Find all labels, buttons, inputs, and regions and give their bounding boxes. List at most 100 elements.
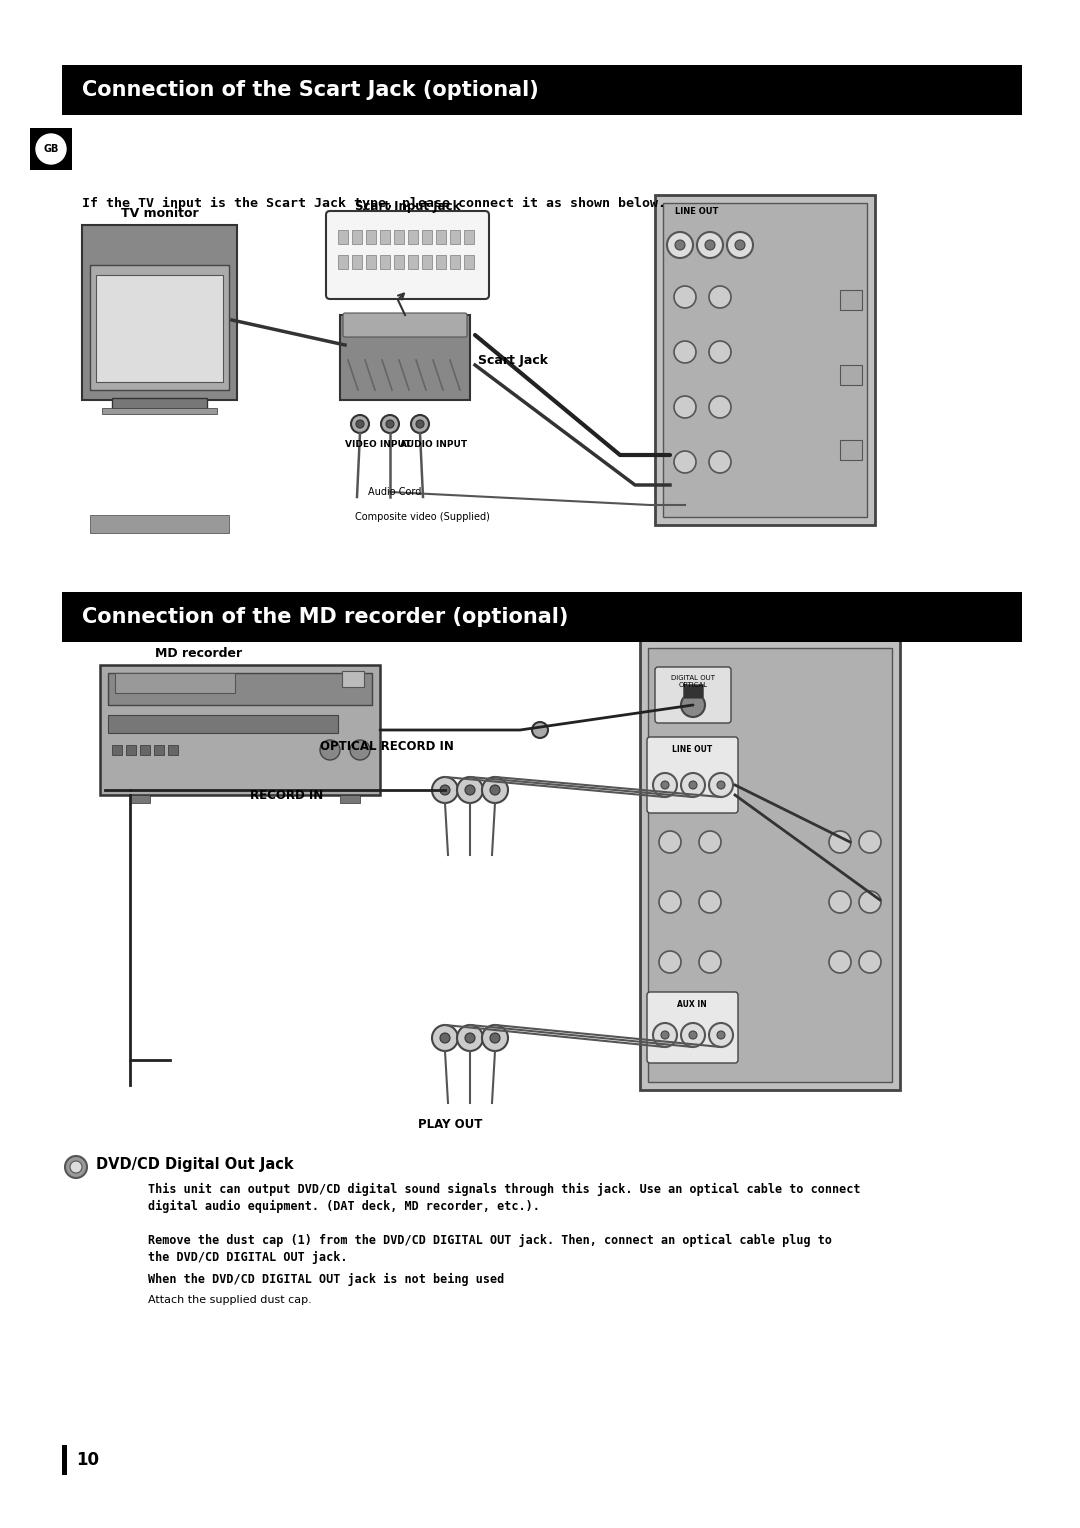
Circle shape bbox=[659, 831, 681, 853]
Circle shape bbox=[490, 1033, 500, 1044]
Bar bbox=[352, 255, 362, 269]
Text: DIGITAL OUT
OPTICAL: DIGITAL OUT OPTICAL bbox=[671, 675, 715, 688]
Circle shape bbox=[708, 451, 731, 474]
Circle shape bbox=[735, 240, 745, 251]
Text: Scart Jack: Scart Jack bbox=[478, 353, 548, 367]
Text: TV monitor: TV monitor bbox=[121, 206, 199, 220]
Bar bbox=[422, 255, 432, 269]
Circle shape bbox=[465, 1033, 475, 1044]
Circle shape bbox=[859, 950, 881, 973]
Circle shape bbox=[829, 950, 851, 973]
Circle shape bbox=[661, 1031, 669, 1039]
Bar bbox=[90, 515, 229, 533]
Text: digital audio equipment. (DAT deck, MD recorder, etc.).: digital audio equipment. (DAT deck, MD r… bbox=[148, 1199, 540, 1213]
Bar bbox=[82, 225, 237, 400]
Bar bbox=[840, 365, 862, 385]
Text: 10: 10 bbox=[76, 1452, 99, 1468]
Text: GB: GB bbox=[43, 144, 58, 154]
Circle shape bbox=[697, 232, 723, 258]
Text: DVD/CD Digital Out Jack: DVD/CD Digital Out Jack bbox=[96, 1157, 294, 1172]
Text: the DVD/CD DIGITAL OUT jack.: the DVD/CD DIGITAL OUT jack. bbox=[148, 1251, 348, 1264]
Bar bbox=[640, 640, 900, 1089]
Circle shape bbox=[653, 773, 677, 798]
FancyBboxPatch shape bbox=[343, 313, 467, 338]
Circle shape bbox=[708, 773, 733, 798]
Bar bbox=[338, 255, 348, 269]
Bar bbox=[366, 255, 376, 269]
Text: Audio Cord: Audio Cord bbox=[368, 487, 421, 497]
Bar bbox=[108, 672, 372, 704]
Text: When the DVD/CD DIGITAL OUT jack is not being used: When the DVD/CD DIGITAL OUT jack is not … bbox=[148, 1273, 504, 1287]
Circle shape bbox=[708, 341, 731, 364]
Text: Remove the dust cap (1) from the DVD/CD DIGITAL OUT jack. Then, connect an optic: Remove the dust cap (1) from the DVD/CD … bbox=[148, 1235, 832, 1247]
Bar bbox=[100, 665, 380, 795]
Circle shape bbox=[356, 420, 364, 428]
Bar bbox=[654, 196, 875, 526]
Bar bbox=[130, 795, 150, 804]
Text: LINE OUT: LINE OUT bbox=[675, 206, 718, 215]
Circle shape bbox=[681, 773, 705, 798]
Circle shape bbox=[675, 240, 685, 251]
Bar bbox=[663, 203, 867, 516]
Bar bbox=[464, 255, 474, 269]
Circle shape bbox=[708, 1024, 733, 1047]
Text: MD recorder: MD recorder bbox=[156, 646, 242, 660]
FancyBboxPatch shape bbox=[326, 211, 489, 299]
Text: Scart Input Jack: Scart Input Jack bbox=[355, 200, 460, 212]
Text: This unit can output DVD/CD digital sound signals through this jack. Use an opti: This unit can output DVD/CD digital soun… bbox=[148, 1183, 861, 1196]
Circle shape bbox=[717, 781, 725, 788]
Bar bbox=[62, 591, 1022, 642]
Circle shape bbox=[432, 778, 458, 804]
Text: PLAY OUT: PLAY OUT bbox=[418, 1118, 482, 1131]
Circle shape bbox=[681, 694, 705, 717]
Circle shape bbox=[411, 416, 429, 432]
Circle shape bbox=[674, 286, 696, 309]
Bar bbox=[422, 231, 432, 244]
Text: AUDIO INPUT: AUDIO INPUT bbox=[400, 440, 468, 449]
Circle shape bbox=[432, 1025, 458, 1051]
Bar bbox=[380, 255, 390, 269]
Circle shape bbox=[859, 831, 881, 853]
Text: VIDEO INPUT: VIDEO INPUT bbox=[345, 440, 411, 449]
Circle shape bbox=[699, 831, 721, 853]
Circle shape bbox=[727, 232, 753, 258]
Bar bbox=[112, 746, 122, 755]
Circle shape bbox=[440, 785, 450, 795]
Circle shape bbox=[659, 891, 681, 914]
Circle shape bbox=[386, 420, 394, 428]
Circle shape bbox=[416, 420, 424, 428]
Bar bbox=[62, 66, 1022, 115]
Bar bbox=[154, 746, 164, 755]
Circle shape bbox=[859, 891, 881, 914]
Bar bbox=[683, 685, 703, 698]
Circle shape bbox=[661, 781, 669, 788]
Circle shape bbox=[689, 781, 697, 788]
Bar bbox=[394, 231, 404, 244]
Bar bbox=[112, 397, 207, 413]
Bar bbox=[648, 648, 892, 1082]
Circle shape bbox=[70, 1161, 82, 1174]
FancyBboxPatch shape bbox=[647, 736, 738, 813]
Bar bbox=[840, 440, 862, 460]
Circle shape bbox=[829, 891, 851, 914]
Circle shape bbox=[381, 416, 399, 432]
Circle shape bbox=[674, 451, 696, 474]
Bar bbox=[464, 231, 474, 244]
Bar bbox=[96, 275, 222, 382]
FancyBboxPatch shape bbox=[654, 668, 731, 723]
Bar bbox=[436, 231, 446, 244]
Circle shape bbox=[689, 1031, 697, 1039]
Bar bbox=[840, 290, 862, 310]
Circle shape bbox=[482, 1025, 508, 1051]
Bar bbox=[62, 1445, 67, 1475]
Circle shape bbox=[659, 950, 681, 973]
Circle shape bbox=[667, 232, 693, 258]
Bar bbox=[436, 255, 446, 269]
Text: OPTICAL RECORD IN: OPTICAL RECORD IN bbox=[320, 740, 454, 753]
Bar bbox=[102, 408, 217, 414]
Circle shape bbox=[457, 1025, 483, 1051]
Text: Connection of the MD recorder (optional): Connection of the MD recorder (optional) bbox=[82, 607, 568, 626]
Circle shape bbox=[717, 1031, 725, 1039]
Text: Composite video (Supplied): Composite video (Supplied) bbox=[355, 512, 490, 523]
Circle shape bbox=[653, 1024, 677, 1047]
